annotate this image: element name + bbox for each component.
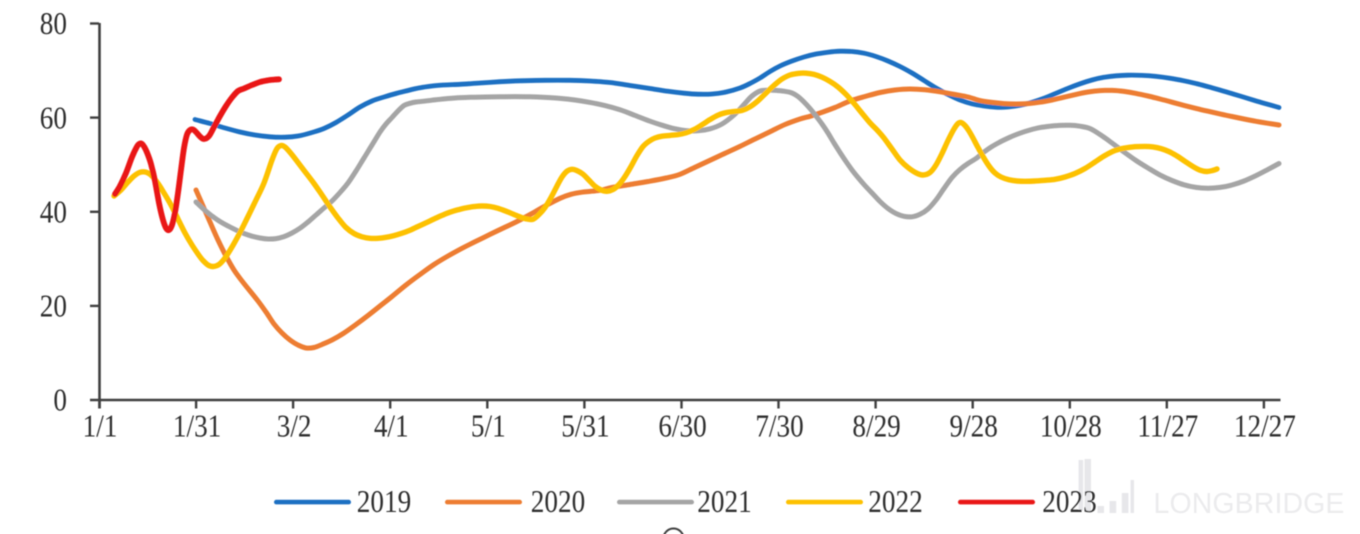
svg-text:5/31: 5/31 bbox=[561, 410, 609, 444]
svg-text:4/1: 4/1 bbox=[374, 410, 409, 444]
svg-text:6/30: 6/30 bbox=[658, 410, 706, 444]
svg-text:1/1: 1/1 bbox=[83, 410, 118, 444]
svg-text:LONGBRIDGE: LONGBRIDGE bbox=[1154, 488, 1345, 520]
svg-text:0: 0 bbox=[53, 384, 67, 418]
svg-text:2021: 2021 bbox=[697, 485, 751, 519]
svg-text:2019: 2019 bbox=[357, 485, 411, 519]
svg-text:2023: 2023 bbox=[1042, 485, 1096, 519]
svg-text:60: 60 bbox=[40, 101, 67, 135]
svg-text:11/27: 11/27 bbox=[1137, 410, 1198, 444]
svg-text:10/28: 10/28 bbox=[1040, 410, 1102, 444]
svg-text:2022: 2022 bbox=[868, 485, 922, 519]
svg-text:20: 20 bbox=[40, 290, 67, 324]
svg-text:2020: 2020 bbox=[531, 485, 585, 519]
svg-text:8/29: 8/29 bbox=[852, 410, 900, 444]
svg-text:9/28: 9/28 bbox=[950, 410, 998, 444]
svg-text:12/27: 12/27 bbox=[1234, 410, 1296, 444]
svg-text:7/30: 7/30 bbox=[755, 410, 803, 444]
svg-text:5/1: 5/1 bbox=[471, 410, 506, 444]
svg-text:40: 40 bbox=[40, 196, 67, 230]
svg-text:80: 80 bbox=[40, 7, 67, 41]
svg-text:3/2: 3/2 bbox=[277, 410, 312, 444]
svg-text:1/31: 1/31 bbox=[173, 410, 221, 444]
